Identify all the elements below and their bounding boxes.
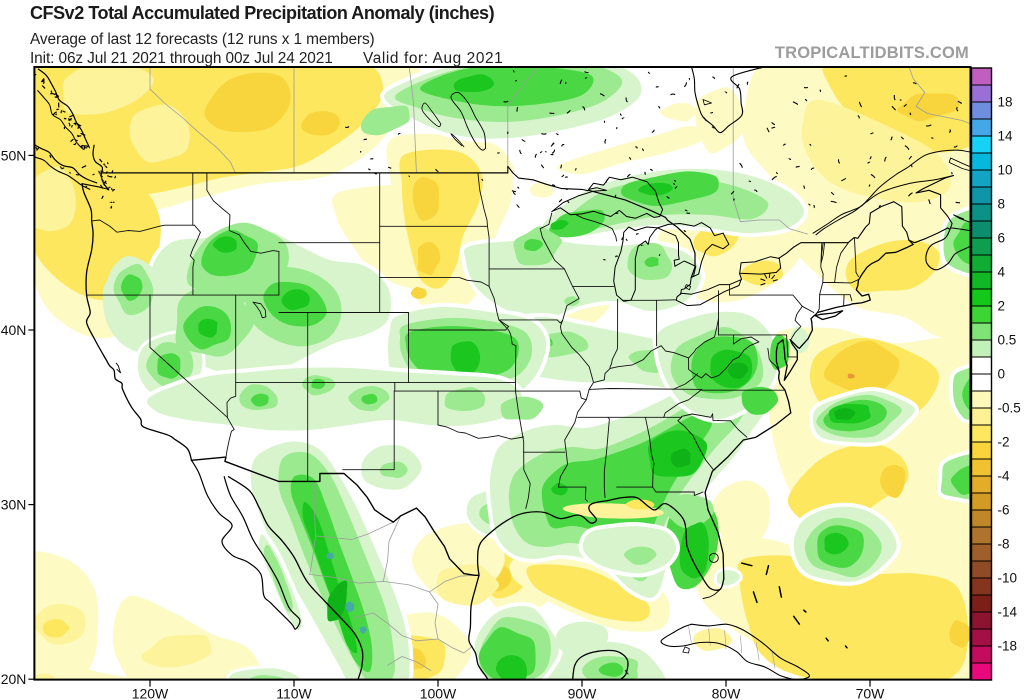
svg-text:10: 10	[998, 163, 1013, 178]
svg-text:-18: -18	[998, 639, 1018, 654]
svg-text:2: 2	[998, 299, 1006, 314]
svg-text:120W: 120W	[132, 686, 169, 700]
svg-text:100W: 100W	[420, 686, 457, 700]
svg-text:-2: -2	[998, 435, 1010, 450]
svg-text:40N: 40N	[1, 322, 27, 338]
svg-text:70W: 70W	[856, 686, 886, 700]
svg-text:-8: -8	[998, 537, 1010, 552]
svg-text:6: 6	[998, 231, 1006, 246]
svg-text:14: 14	[998, 129, 1014, 144]
svg-text:50N: 50N	[1, 147, 27, 163]
svg-text:20N: 20N	[1, 671, 27, 687]
svg-text:90W: 90W	[568, 686, 598, 700]
svg-text:-4: -4	[998, 469, 1010, 484]
svg-text:80W: 80W	[712, 686, 742, 700]
svg-text:8: 8	[998, 197, 1006, 212]
svg-text:-10: -10	[998, 571, 1018, 586]
svg-text:0.5: 0.5	[998, 333, 1017, 348]
svg-text:-6: -6	[998, 503, 1010, 518]
svg-text:18: 18	[998, 95, 1013, 110]
svg-text:30N: 30N	[1, 497, 27, 513]
svg-text:-14: -14	[998, 605, 1018, 620]
svg-text:-0.5: -0.5	[998, 401, 1021, 416]
svg-text:0: 0	[998, 367, 1006, 382]
svg-text:4: 4	[998, 265, 1006, 280]
svg-text:110W: 110W	[276, 686, 312, 700]
